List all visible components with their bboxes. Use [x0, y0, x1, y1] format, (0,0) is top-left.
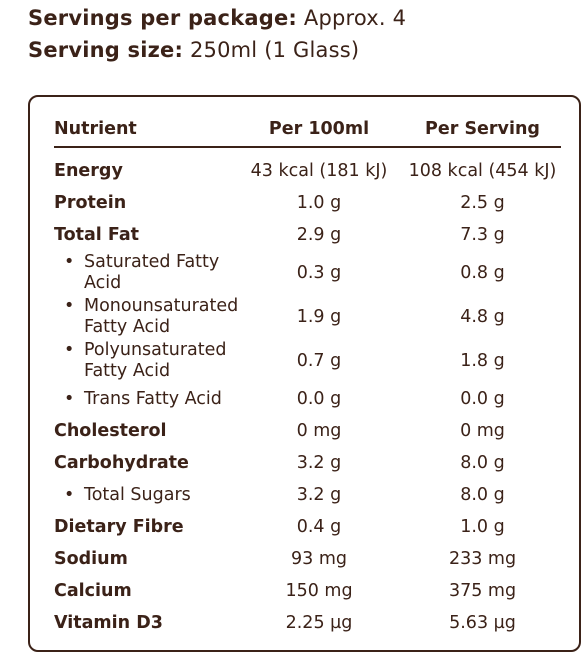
- nutrient-name: Dietary Fibre: [54, 517, 184, 537]
- value-per-100ml: 43 kcal (181 kJ): [250, 161, 388, 181]
- header-nutrient: Nutrient: [54, 112, 234, 148]
- value-per-100ml: 150 mg: [285, 581, 353, 601]
- serving-size-label: Serving size:: [28, 38, 184, 62]
- value-per-serving: 0 mg: [460, 421, 505, 441]
- nutrient-name: Cholesterol: [54, 421, 167, 441]
- value-per-100ml: 3.2 g: [296, 485, 342, 505]
- serving-size: Serving size: 250ml (1 Glass): [28, 34, 406, 66]
- header-per-serving: Per Serving: [404, 112, 561, 148]
- value-per-serving: 8.0 g: [460, 453, 505, 473]
- value-per-100ml: 0.3 g: [296, 263, 342, 283]
- table-row: Energy 43 kcal (181 kJ) 108 kcal (454 kJ…: [54, 155, 561, 187]
- table-row: Vitamin D3 2.25 µg 5.63 µg: [54, 607, 561, 639]
- value-per-100ml: 1.0 g: [296, 193, 342, 213]
- value-per-serving: 4.8 g: [460, 307, 505, 327]
- value-per-100ml: 0.4 g: [296, 517, 342, 537]
- value-per-serving: 1.8 g: [460, 351, 505, 371]
- nutrient-name: Calcium: [54, 581, 132, 601]
- nutrient-name: Total Fat: [54, 225, 140, 245]
- table-row: Cholesterol 0 mg 0 mg: [54, 415, 561, 447]
- nutrient-name: Monounsaturated Fatty Acid: [84, 296, 239, 337]
- bullet-icon: •: [64, 388, 75, 409]
- table-row: Total Fat 2.9 g 7.3 g: [54, 219, 561, 251]
- bullet-icon: •: [64, 484, 75, 505]
- table-row: • Trans Fatty Acid 0.0 g 0.0 g: [54, 383, 561, 415]
- table-row: Dietary Fibre 0.4 g 1.0 g: [54, 511, 561, 543]
- value-per-serving: 5.63 µg: [449, 613, 516, 633]
- value-per-100ml: 0.0 g: [296, 389, 342, 409]
- value-per-serving: 0.0 g: [460, 389, 505, 409]
- nutrition-panel: Nutrient Per 100ml Per Serving Energy 43…: [28, 95, 581, 652]
- table-header-row: Nutrient Per 100ml Per Serving: [54, 112, 561, 148]
- bullet-icon: •: [64, 252, 75, 272]
- value-per-serving: 0.8 g: [460, 263, 505, 283]
- table-row: Sodium 93 mg 233 mg: [54, 543, 561, 575]
- table-row: Carbohydrate 3.2 g 8.0 g: [54, 447, 561, 479]
- table-row: • Total Sugars 3.2 g 8.0 g: [54, 479, 561, 511]
- value-per-serving: 2.5 g: [460, 193, 505, 213]
- nutrition-table: Nutrient Per 100ml Per Serving Energy 43…: [54, 112, 561, 639]
- nutrient-name: Carbohydrate: [54, 453, 189, 473]
- value-per-100ml: 2.25 µg: [285, 613, 353, 633]
- table-row: • Monounsaturated Fatty Acid 1.9 g 4.8 g: [54, 295, 561, 339]
- value-per-serving: 233 mg: [448, 549, 517, 569]
- nutrient-name: Vitamin D3: [54, 613, 163, 633]
- nutrient-name: Saturated Fatty Acid: [84, 252, 220, 293]
- nutrient-name: Protein: [54, 193, 127, 213]
- nutrient-name: Energy: [54, 161, 123, 181]
- serving-info: Servings per package: Approx. 4 Serving …: [28, 2, 406, 66]
- servings-per-package-value: Approx. 4: [303, 6, 407, 30]
- nutrient-name: Total Sugars: [84, 484, 191, 505]
- value-per-serving: 7.3 g: [460, 225, 505, 245]
- table-row: Protein 1.0 g 2.5 g: [54, 187, 561, 219]
- nutrient-name: Polyunsaturated Fatty Acid: [84, 340, 227, 381]
- value-per-serving: 108 kcal (454 kJ): [408, 161, 557, 181]
- value-per-100ml: 1.9 g: [296, 307, 342, 327]
- nutrient-name: Sodium: [54, 549, 128, 569]
- header-per-100ml: Per 100ml: [234, 112, 404, 148]
- value-per-100ml: 0 mg: [296, 421, 342, 441]
- table-row: • Polyunsaturated Fatty Acid 0.7 g 1.8 g: [54, 339, 561, 383]
- servings-per-package: Servings per package: Approx. 4: [28, 2, 406, 34]
- value-per-serving: 8.0 g: [460, 485, 505, 505]
- nutrient-name: Trans Fatty Acid: [84, 388, 222, 409]
- serving-size-value: 250ml (1 Glass): [189, 38, 360, 62]
- bullet-icon: •: [64, 340, 75, 360]
- value-per-100ml: 2.9 g: [296, 225, 342, 245]
- value-per-serving: 375 mg: [448, 581, 517, 601]
- value-per-100ml: 3.2 g: [296, 453, 342, 473]
- value-per-100ml: 0.7 g: [296, 351, 342, 371]
- servings-per-package-label: Servings per package:: [28, 6, 298, 30]
- value-per-serving: 1.0 g: [460, 517, 505, 537]
- bullet-icon: •: [64, 296, 75, 316]
- value-per-100ml: 93 mg: [291, 549, 347, 569]
- header-spacer: [54, 147, 561, 155]
- table-row: Calcium 150 mg 375 mg: [54, 575, 561, 607]
- table-row: • Saturated Fatty Acid 0.3 g 0.8 g: [54, 251, 561, 295]
